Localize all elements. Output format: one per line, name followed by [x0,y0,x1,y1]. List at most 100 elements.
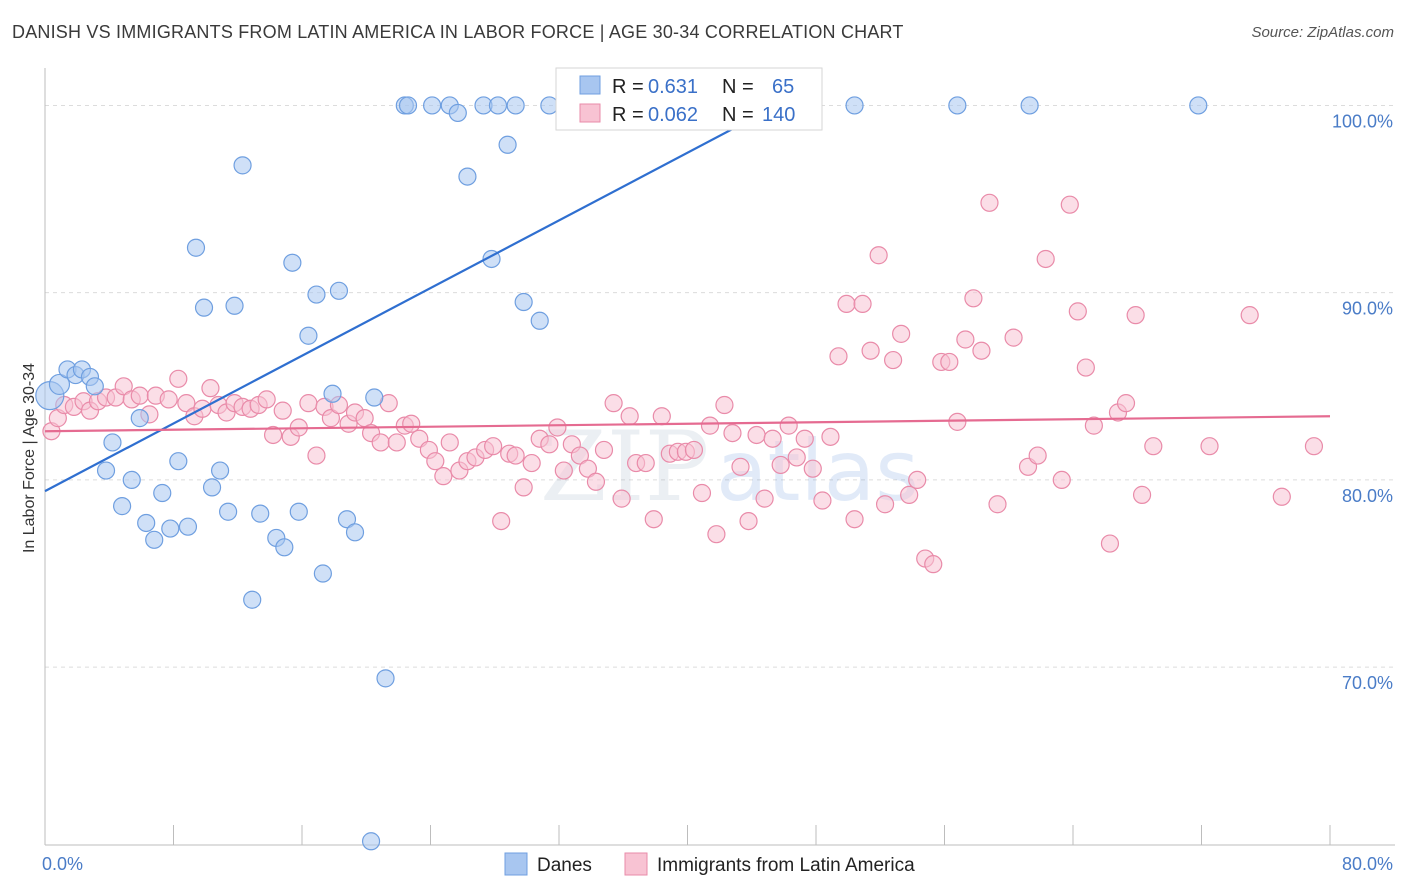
danes-point [225,296,244,315]
immigrants-point [514,478,533,497]
danes-point [307,285,326,304]
bottom-legend-swatch-danes [504,852,528,876]
x-tick-labels: 0.0% 80.0% [42,854,1393,874]
immigrants-point [644,510,663,529]
danes-point [194,298,214,317]
immigrants-point [540,435,559,454]
danes-point [365,388,384,407]
bottom-legend-swatch-immigrants [624,852,648,876]
legend-n-label: N = [722,76,754,98]
immigrants-point [700,416,720,435]
immigrants-point [892,324,911,343]
grid-lines [45,104,1395,668]
immigrants-point [492,511,511,531]
y-tick-label: 100.0% [1332,111,1393,131]
immigrants-point [771,455,790,475]
immigrants-point [924,555,943,574]
bottom-legend-label-danes: Danes [537,855,592,876]
immigrants-point [845,510,864,529]
series-immigrants-points [42,193,1324,574]
immigrants-point [1272,487,1291,506]
immigrants-point [201,379,220,398]
danes-point [948,96,967,115]
immigrants-point [972,341,991,360]
immigrants-point [263,425,283,445]
immigrants-point [594,440,614,460]
danes-point [299,326,318,345]
danes-point [233,156,252,175]
immigrants-point [586,472,606,491]
x-tick-label: 80.0% [1342,854,1393,874]
danes-point [1189,96,1208,115]
immigrants-point [548,418,567,437]
danes-point [48,373,71,396]
immigrants-point [1304,437,1324,456]
legend-swatch-danes [579,75,601,95]
danes-point [458,167,477,186]
immigrants-point [554,461,573,480]
y-tick-label: 80.0% [1342,486,1393,506]
immigrants-point [1076,358,1095,377]
danes-point [103,433,122,452]
danes-point [96,461,116,480]
danes-point [530,311,549,330]
danes-point [845,96,864,115]
danes-point [283,253,302,272]
immigrants-point [821,427,840,446]
immigrants-point [861,341,880,360]
danes-point [161,519,180,538]
danes-point [514,292,533,312]
immigrants-point [371,433,390,452]
immigrants-point [1132,485,1152,504]
immigrants-point [964,289,983,308]
immigrants-point [1116,394,1136,413]
immigrants-point [803,459,822,478]
immigrants-point [813,491,832,510]
immigrants-point [321,409,341,428]
y-tick-label: 90.0% [1342,299,1393,319]
danes-point [169,452,188,471]
immigrants-point [434,467,453,486]
danes-point [423,96,442,115]
immigrants-point [1068,302,1087,321]
danes-point [313,564,332,583]
trend-lines [44,85,1331,493]
immigrants-point [723,423,742,443]
immigrants-point [1004,328,1023,347]
immigrants-point [299,394,318,413]
immigrants-point [484,437,503,456]
danes-point [202,478,222,497]
immigrants-point [763,429,782,448]
legend-swatch-immigrants [579,103,601,123]
y-axis-label: In Labor Force | Age 30-34 [21,363,38,553]
immigrants-point [1052,470,1071,490]
danes-point [112,497,132,516]
danes-point [243,590,262,609]
immigrants-point [692,483,712,503]
bottom-legend-label-immigrants: Immigrants from Latin America [657,855,915,876]
immigrants-point [578,459,598,478]
danes-point [540,96,559,115]
immigrants-point [387,433,406,452]
immigrants-point [948,412,967,431]
immigrants-point [620,407,639,426]
immigrants-point [1036,249,1055,269]
immigrants-point [612,489,631,508]
danes-point [361,832,381,851]
immigrants-point [900,485,919,504]
immigrants-point [522,453,541,473]
legend-r-label: R = [612,104,644,126]
immigrants-point [307,446,326,465]
legend-r-value-danes: 0.631 [648,76,698,98]
chart-title: DANISH VS IMMIGRANTS FROM LATIN AMERICA … [12,22,904,42]
danes-point [210,461,230,480]
danes-point [398,96,418,115]
immigrants-point [1060,195,1079,214]
legend-n-value-immigrants: 140 [762,104,795,126]
legend-r-label: R = [612,76,644,98]
immigrants-point [980,193,999,212]
legend-n-label: N = [722,104,754,126]
immigrants-point [130,386,149,405]
chart-source: Source: ZipAtlas.com [1251,24,1394,41]
immigrants-point [988,495,1007,514]
